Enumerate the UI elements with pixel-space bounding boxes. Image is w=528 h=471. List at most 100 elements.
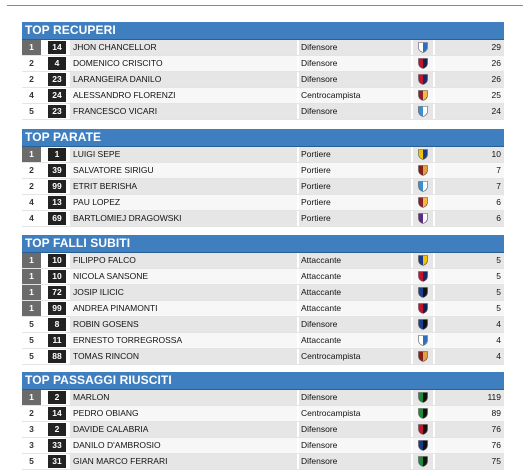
player-role: Centrocampista — [299, 349, 411, 364]
team-logo-cell — [413, 406, 433, 421]
player-name: BARTLOMIEJ DRAGOWSKI — [70, 211, 297, 226]
team-logo-cell — [413, 333, 433, 348]
table-row: 1 14 JHON CHANCELLOR Difensore 29 — [22, 40, 504, 56]
rank: 5 — [29, 351, 34, 361]
player-role: Centrocampista — [299, 406, 411, 421]
table-row: 2 39 SALVATORE SIRIGU Portiere 7 — [22, 163, 504, 179]
stat-value: 4 — [435, 349, 504, 364]
jersey-number: 24 — [48, 89, 66, 102]
player-name: FILIPPO FALCO — [70, 253, 297, 268]
stat-value: 4 — [435, 333, 504, 348]
player-role: Attaccante — [299, 301, 411, 316]
stat-value: 89 — [435, 406, 504, 421]
rank: 1 — [22, 253, 41, 268]
player-name: SALVATORE SIRIGU — [70, 163, 297, 178]
jersey-number: 4 — [48, 57, 66, 70]
genoa-crest-icon — [418, 58, 428, 69]
table-row: 3 2 DAVIDE CALABRIA Difensore 76 — [22, 422, 504, 438]
rank: 5 — [29, 335, 34, 345]
table-row: 4 24 ALESSANDRO FLORENZI Centrocampista 25 — [22, 88, 504, 104]
table-row: 1 99 ANDREA PINAMONTI Attaccante 5 — [22, 301, 504, 317]
jersey-number: 11 — [48, 334, 66, 347]
rank: 2 — [29, 408, 34, 418]
rank: 2 — [29, 74, 34, 84]
rank: 1 — [22, 301, 41, 316]
table-row: 5 11 ERNESTO TORREGROSSA Attaccante 4 — [22, 333, 504, 349]
fiorentina-crest-icon — [418, 213, 428, 224]
stat-value: 5 — [435, 285, 504, 300]
table-row: 5 23 FRANCESCO VICARI Difensore 24 — [22, 104, 504, 120]
table-row: 2 99 ETRIT BERISHA Portiere 7 — [22, 179, 504, 195]
player-role: Difensore — [299, 317, 411, 332]
section-title: TOP PARATE — [22, 129, 504, 147]
player-role: Portiere — [299, 163, 411, 178]
jersey-number: 23 — [48, 105, 66, 118]
team-logo-cell — [413, 285, 433, 300]
stat-value: 5 — [435, 253, 504, 268]
player-role: Difensore — [299, 56, 411, 71]
stat-value: 25 — [435, 88, 504, 103]
stat-value: 119 — [435, 390, 504, 405]
player-role: Difensore — [299, 72, 411, 87]
player-name: DOMENICO CRISCITO — [70, 56, 297, 71]
rank: 4 — [29, 197, 34, 207]
table-row: 1 72 JOSIP ILICIC Attaccante 5 — [22, 285, 504, 301]
stat-value: 26 — [435, 72, 504, 87]
stat-value: 24 — [435, 104, 504, 119]
team-logo-cell — [413, 301, 433, 316]
team-logo-cell — [413, 179, 433, 194]
player-name: ALESSANDRO FLORENZI — [70, 88, 297, 103]
stat-value: 7 — [435, 163, 504, 178]
jersey-number: 39 — [48, 164, 66, 177]
team-logo-cell — [413, 269, 433, 284]
player-name: ERNESTO TORREGROSSA — [70, 333, 297, 348]
jersey-number: 10 — [48, 254, 66, 267]
lecce-crest-icon — [418, 255, 428, 266]
player-role: Difensore — [299, 104, 411, 119]
section-title: TOP RECUPERI — [22, 22, 504, 40]
spal-crest-icon — [418, 106, 428, 117]
stat-value: 76 — [435, 422, 504, 437]
player-name: MARLON — [70, 390, 297, 405]
player-role: Attaccante — [299, 333, 411, 348]
section-title: TOP PASSAGGI RIUSCITI — [22, 372, 504, 390]
team-logo-cell — [413, 56, 433, 71]
stat-value: 76 — [435, 438, 504, 453]
table-row: 1 10 NICOLA SANSONE Attaccante 5 — [22, 269, 504, 285]
section-top-parate: TOP PARATE 1 1 LUIGI SEPE Portiere 10 2 39 SALVA… — [22, 129, 504, 227]
jersey-number: 1 — [48, 148, 66, 161]
atalanta-crest-icon — [418, 287, 428, 298]
table-row: 1 1 LUIGI SEPE Portiere 10 — [22, 147, 504, 163]
jersey-number: 2 — [48, 423, 66, 436]
player-name: ETRIT BERISHA — [70, 179, 297, 194]
table-row: 3 33 DANILO D'AMBROSIO Difensore 76 — [22, 438, 504, 454]
rank: 1 — [22, 269, 41, 284]
stat-value: 4 — [435, 317, 504, 332]
team-logo-cell — [413, 211, 433, 226]
player-name: PAU LOPEZ — [70, 195, 297, 210]
team-logo-cell — [413, 163, 433, 178]
jersey-number: 99 — [48, 180, 66, 193]
table-row: 1 2 MARLON Difensore 119 — [22, 390, 504, 406]
player-role: Difensore — [299, 40, 411, 55]
player-role: Attaccante — [299, 253, 411, 268]
player-role: Portiere — [299, 195, 411, 210]
inter-crest-icon — [418, 440, 428, 451]
team-logo-cell — [413, 349, 433, 364]
jersey-number: 23 — [48, 73, 66, 86]
table-row: 4 69 BARTLOMIEJ DRAGOWSKI Portiere 6 — [22, 211, 504, 227]
jersey-number: 14 — [48, 41, 66, 54]
table-row: 1 10 FILIPPO FALCO Attaccante 5 — [22, 253, 504, 269]
team-logo-cell — [413, 195, 433, 210]
stat-value: 5 — [435, 269, 504, 284]
jersey-number: 13 — [48, 196, 66, 209]
sassuolo-crest-icon — [418, 408, 428, 419]
section-top-falli-subiti: TOP FALLI SUBITI 1 10 FILIPPO FALCO Attaccan… — [22, 235, 504, 365]
jersey-number: 33 — [48, 439, 66, 452]
header-rule — [7, 5, 523, 6]
bologna-crest-icon — [418, 271, 428, 282]
player-name: LARANGEIRA DANILO — [70, 72, 297, 87]
player-role: Attaccante — [299, 285, 411, 300]
rank: 4 — [29, 90, 34, 100]
team-logo-cell — [413, 40, 433, 55]
